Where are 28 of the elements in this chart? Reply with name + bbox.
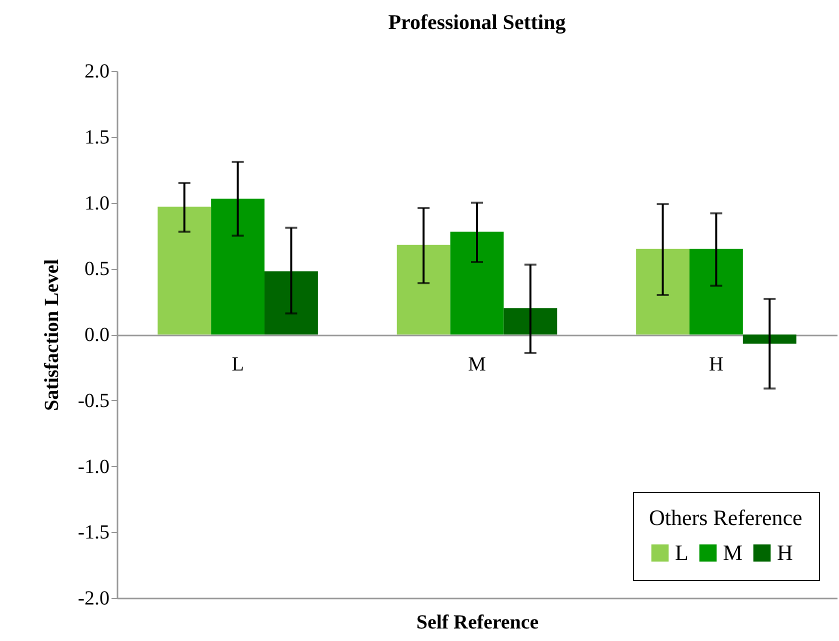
legend-label: M — [723, 540, 743, 565]
x-tick-label: L — [232, 354, 244, 376]
y-tick-label: -1.0 — [78, 456, 110, 478]
bar — [450, 232, 504, 334]
bar — [396, 244, 450, 334]
x-tick-label: M — [468, 354, 486, 376]
x-tick-label: H — [708, 354, 724, 376]
bar — [211, 198, 265, 334]
bar — [158, 206, 212, 334]
y-tick-label: 1.0 — [84, 192, 110, 214]
bar — [504, 308, 558, 334]
y-tick-label: -1.5 — [78, 522, 110, 544]
y-tick-label: 2.0 — [84, 60, 110, 82]
y-tick-label: 0.0 — [84, 324, 110, 346]
bar — [742, 334, 796, 344]
bar — [264, 271, 318, 334]
bar — [689, 248, 743, 334]
y-tick-label: 1.5 — [84, 126, 110, 148]
y-axis-title: Satisfaction Level — [40, 258, 63, 411]
chart-title: Professional Setting — [388, 10, 566, 34]
x-axis-title: Self Reference — [416, 612, 539, 634]
y-tick-label: -0.5 — [78, 390, 110, 412]
y-tick-label: -2.0 — [78, 588, 110, 610]
legend-label: H — [777, 540, 793, 565]
legend-label: L — [675, 540, 688, 565]
y-tick-label: 0.5 — [84, 258, 110, 280]
bar — [636, 248, 690, 334]
legend-title: Others Reference — [649, 505, 802, 530]
